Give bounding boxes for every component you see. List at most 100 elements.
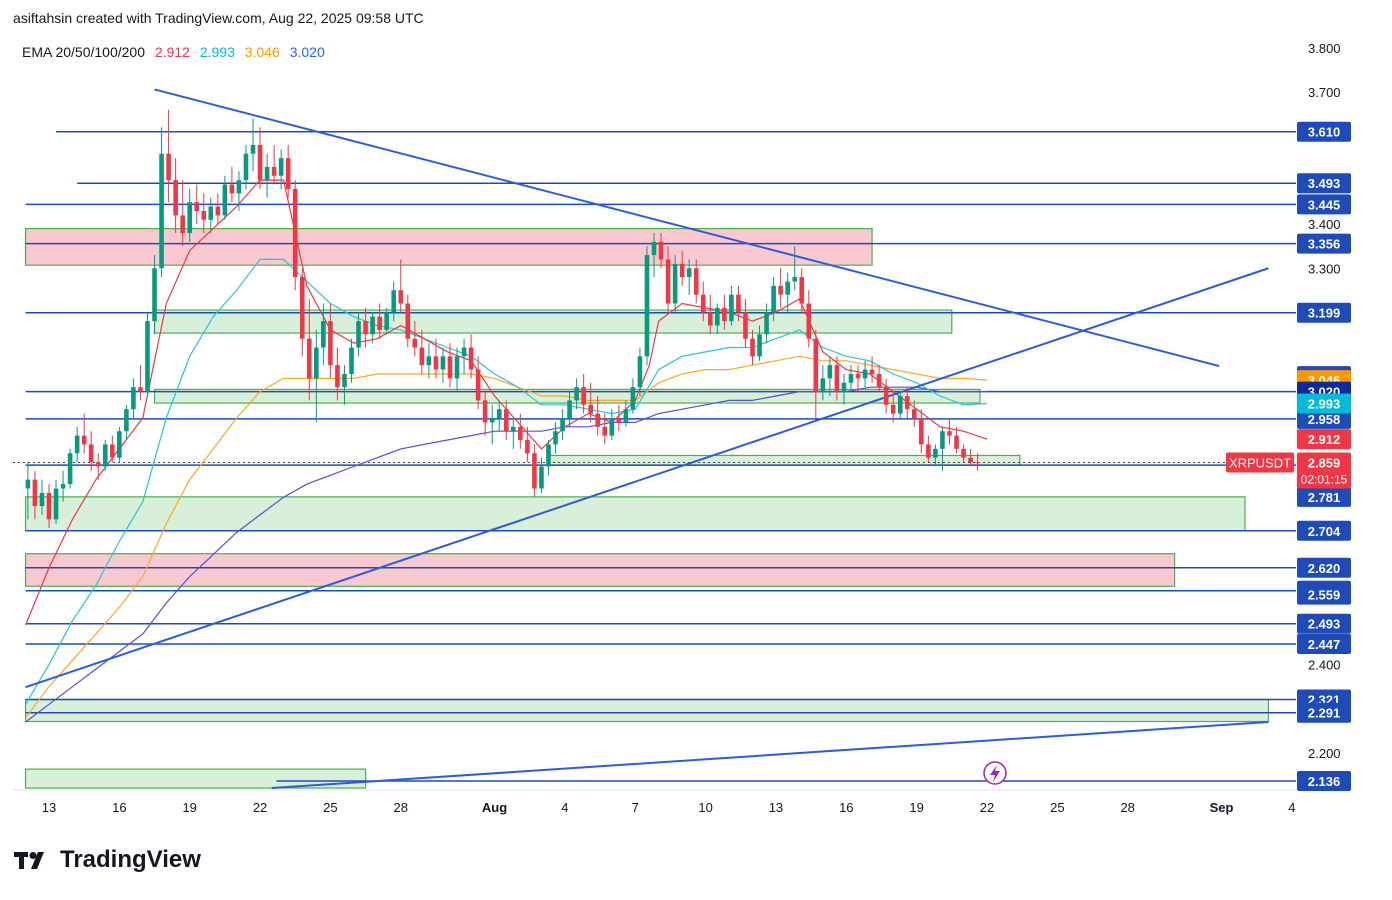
candle-82 [602, 413, 608, 445]
levels-layer [13, 130, 1296, 782]
candle-100 [729, 285, 734, 326]
last-price-tag: 2.859 02:01:15 [1297, 452, 1351, 489]
candle-30 [236, 171, 242, 211]
candle-body [926, 444, 931, 458]
candle-body [292, 188, 298, 278]
candle-body [806, 303, 812, 339]
candle-body [707, 312, 713, 326]
candle-21 [173, 158, 178, 234]
x-tick-label: 4 [1288, 800, 1295, 815]
tradingview-logo[interactable]: TradingView [14, 846, 201, 874]
candle-body [314, 347, 319, 379]
candle-17 [145, 312, 150, 396]
candle-63 [468, 334, 474, 379]
candle-body [764, 312, 769, 335]
candle-16 [138, 365, 143, 401]
price-tag-bg [1297, 486, 1351, 507]
candle-96 [700, 281, 706, 322]
x-tick-label: 22 [980, 800, 994, 815]
candle-79 [581, 373, 586, 414]
candle-5 [60, 470, 66, 502]
candle-0 [25, 462, 31, 520]
candle-body [299, 277, 305, 339]
candle-104 [757, 325, 762, 361]
price-tag-text: 2.704 [1308, 524, 1341, 539]
candle-86 [630, 378, 636, 414]
candle-93 [679, 250, 685, 286]
price-tag-text: 2.781 [1308, 490, 1341, 505]
ema50-line [25, 258, 988, 705]
candle-22 [180, 180, 185, 247]
candle-131 [947, 418, 952, 445]
candle-body [32, 479, 38, 507]
candle-body [25, 479, 31, 489]
price-tag-text: 2.291 [1308, 706, 1341, 721]
candle-body [679, 263, 685, 278]
x-tick-label: 4 [561, 800, 568, 815]
candle-body [342, 373, 347, 388]
candle-body [475, 369, 481, 401]
price-tag-bg [1297, 613, 1351, 634]
candle-130 [940, 426, 945, 471]
candle-body [328, 321, 333, 366]
price-chart[interactable]: 3.800 3.700 3.400 3.300 2.400 2.200 13 16 19 22 25… [0, 0, 1392, 830]
candle-body [778, 285, 783, 295]
price-tag-bg [1297, 557, 1351, 578]
candle-12 [110, 435, 115, 463]
candle-6 [67, 448, 73, 489]
candle-57 [426, 343, 432, 379]
green-zone-3 [547, 454, 1021, 466]
red-zone-5 [24, 553, 1176, 587]
candle-88 [644, 246, 650, 366]
candle-9 [88, 431, 94, 471]
candle-body [954, 435, 959, 449]
candle-7 [74, 426, 80, 463]
candle-body [947, 431, 952, 436]
red-zone-0 [24, 228, 873, 266]
candle-body [904, 395, 910, 410]
candle-99 [722, 294, 727, 330]
chart-attribution: asiftahsin created with TradingView.com,… [13, 10, 424, 26]
candle-body [482, 400, 488, 423]
candle-body [384, 312, 389, 330]
candle-54 [405, 294, 411, 348]
candle-body [503, 409, 509, 432]
candle-53 [398, 259, 404, 313]
x-tick-label: 28 [1120, 800, 1134, 815]
candle-25 [201, 193, 207, 234]
price-tag-text: 2.958 [1308, 412, 1341, 427]
ema-legend[interactable]: EMA 20/50/100/200 2.912 2.993 3.046 3.02… [22, 44, 331, 60]
candle-body [862, 369, 868, 379]
tradingview-logo-icon [14, 852, 44, 869]
candle-41 [314, 329, 319, 423]
candle-103 [750, 329, 755, 366]
level-tag-3.199: 3.199 [1297, 302, 1351, 323]
level-tag-2.704: 2.704 [1297, 520, 1351, 541]
candle-19 [159, 127, 164, 278]
y-tick-label: 2.200 [1308, 746, 1341, 761]
candle-18 [152, 255, 157, 335]
candle-body [757, 334, 762, 357]
candle-76 [560, 409, 565, 441]
candle-body [187, 202, 192, 234]
candle-body [834, 365, 840, 392]
candles-layer [25, 109, 980, 529]
candle-67 [496, 400, 502, 432]
candle-body [496, 409, 502, 419]
candle-32 [250, 118, 256, 172]
candle-body [651, 241, 657, 256]
price-tag-text: 2.559 [1308, 588, 1341, 603]
candle-body [124, 409, 129, 432]
x-tick-label: 19 [182, 800, 196, 815]
candle-body [574, 387, 579, 401]
price-tag-text: 2.136 [1308, 774, 1341, 789]
x-tick-label: 16 [112, 800, 126, 815]
candle-78 [574, 378, 579, 410]
candle-body [131, 387, 136, 410]
candle-body [391, 290, 397, 313]
candle-body [623, 409, 629, 423]
candle-65 [482, 391, 488, 436]
candle-body [433, 356, 439, 370]
candle-body [820, 378, 826, 392]
price-tag-bg [1297, 702, 1351, 723]
